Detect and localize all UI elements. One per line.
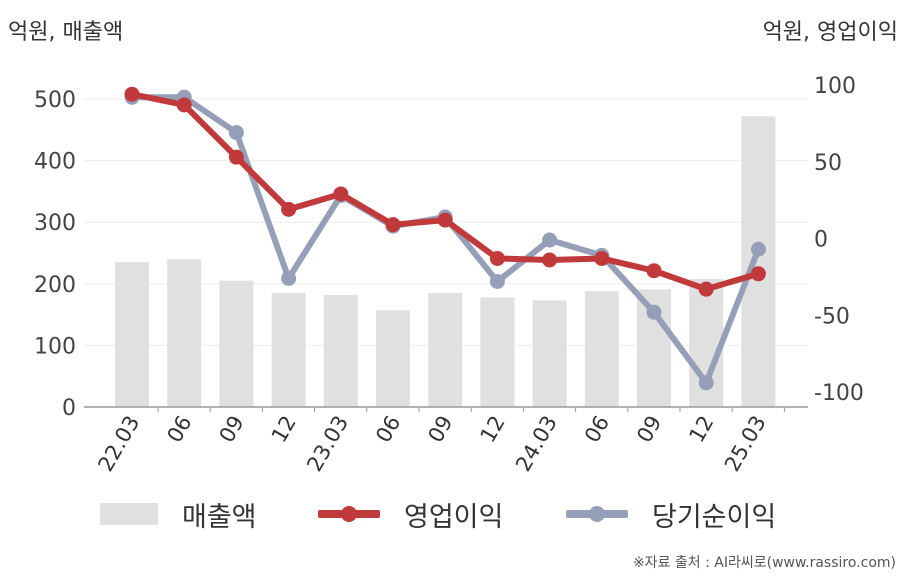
- revenue-bar: [741, 116, 776, 408]
- x-axis-tick-label: 12: [684, 412, 718, 447]
- operating-profit-point: [281, 201, 297, 217]
- x-axis-tick-label: 22.03: [93, 412, 144, 476]
- source-note: ※자료 출처 : AI라씨로(www.rassiro.com): [632, 555, 896, 571]
- right-axis-tick-label: 0: [814, 228, 828, 253]
- operating-profit-point: [333, 186, 349, 202]
- revenue-bar: [115, 262, 149, 407]
- revenue-bar: [271, 293, 306, 407]
- right-axis-tick-label: 100: [814, 74, 856, 99]
- operating-profit-point: [594, 250, 610, 266]
- revenue-bar: [428, 293, 463, 407]
- legend-item-operating-profit: 영업이익: [318, 492, 503, 536]
- x-axis-tick-label: 12: [476, 412, 510, 447]
- revenue-bar: [167, 259, 202, 407]
- operating-profit-point: [698, 281, 714, 297]
- net-income-point: [646, 304, 662, 320]
- legend-item-net-income: 당기순이익: [566, 492, 776, 536]
- net-income-point: [698, 375, 714, 391]
- operating-profit-point: [750, 266, 766, 282]
- net-income-point: [750, 241, 766, 257]
- revenue-bar: [376, 310, 410, 407]
- operating-profit-point: [437, 212, 453, 228]
- left-axis-unit-label: 억원, 매출액: [8, 20, 124, 45]
- operating-profit-point: [124, 86, 140, 102]
- left-axis-tick-label: 200: [34, 273, 76, 298]
- combo-chart: 0 100 200 300 400 500 -100 -50 0 50 100 22.03 06 09 12…: [34, 74, 864, 476]
- operating-profit-point: [646, 263, 662, 279]
- left-axis-tick-label: 400: [34, 150, 76, 175]
- right-axis-tick-label: -50: [814, 304, 850, 329]
- left-axis-tick-label: 500: [34, 88, 76, 113]
- x-axis-tick-label: 25.03: [720, 412, 771, 476]
- legend-swatch-operating-profit: [318, 503, 380, 525]
- revenue-bar: [219, 280, 254, 407]
- chart-legend: 매출액 영업이익 당기순이익: [0, 492, 908, 536]
- net-income-point: [228, 125, 244, 141]
- net-income-point: [542, 232, 558, 248]
- left-axis-tick-label: 0: [62, 396, 76, 421]
- right-axis-unit-label: 억원, 영업이익: [762, 20, 898, 45]
- net-income-point: [489, 273, 505, 289]
- legend-swatch-revenue: [100, 503, 158, 525]
- x-axis-tick-label: 12: [267, 412, 301, 447]
- operating-profit-point: [385, 217, 401, 233]
- x-axis-tick-label: 09: [423, 412, 457, 447]
- x-axis-tick-label: 24.03: [511, 412, 562, 476]
- x-axis-tick-label: 06: [162, 412, 196, 447]
- legend-swatch-net-income: [566, 503, 628, 525]
- right-axis-tick-label: 50: [814, 151, 842, 176]
- operating-profit-point: [542, 252, 558, 268]
- legend-item-revenue: 매출액: [100, 492, 257, 536]
- legend-label-operating-profit: 영업이익: [404, 501, 504, 533]
- revenue-bar: [584, 291, 619, 407]
- right-axis-tick-label: -100: [814, 381, 864, 406]
- legend-label-revenue: 매출액: [182, 501, 257, 533]
- left-axis-tick-label: 100: [34, 334, 76, 359]
- operating-profit-point: [489, 250, 505, 266]
- revenue-bar: [532, 300, 567, 407]
- net-income-point: [281, 270, 297, 286]
- revenue-bar: [323, 294, 358, 407]
- operating-profit-point: [228, 149, 244, 165]
- legend-label-net-income: 당기순이익: [652, 501, 777, 533]
- x-axis-tick-label: 23.03: [302, 412, 353, 476]
- x-axis-tick-label: 06: [371, 412, 405, 447]
- x-axis-tick-label: 06: [580, 412, 614, 447]
- revenue-bar: [480, 297, 515, 407]
- left-axis-tick-label: 300: [34, 211, 76, 236]
- x-axis-tick-label: 09: [215, 412, 249, 447]
- operating-profit-point: [176, 97, 192, 113]
- x-axis-tick-label: 09: [632, 412, 666, 447]
